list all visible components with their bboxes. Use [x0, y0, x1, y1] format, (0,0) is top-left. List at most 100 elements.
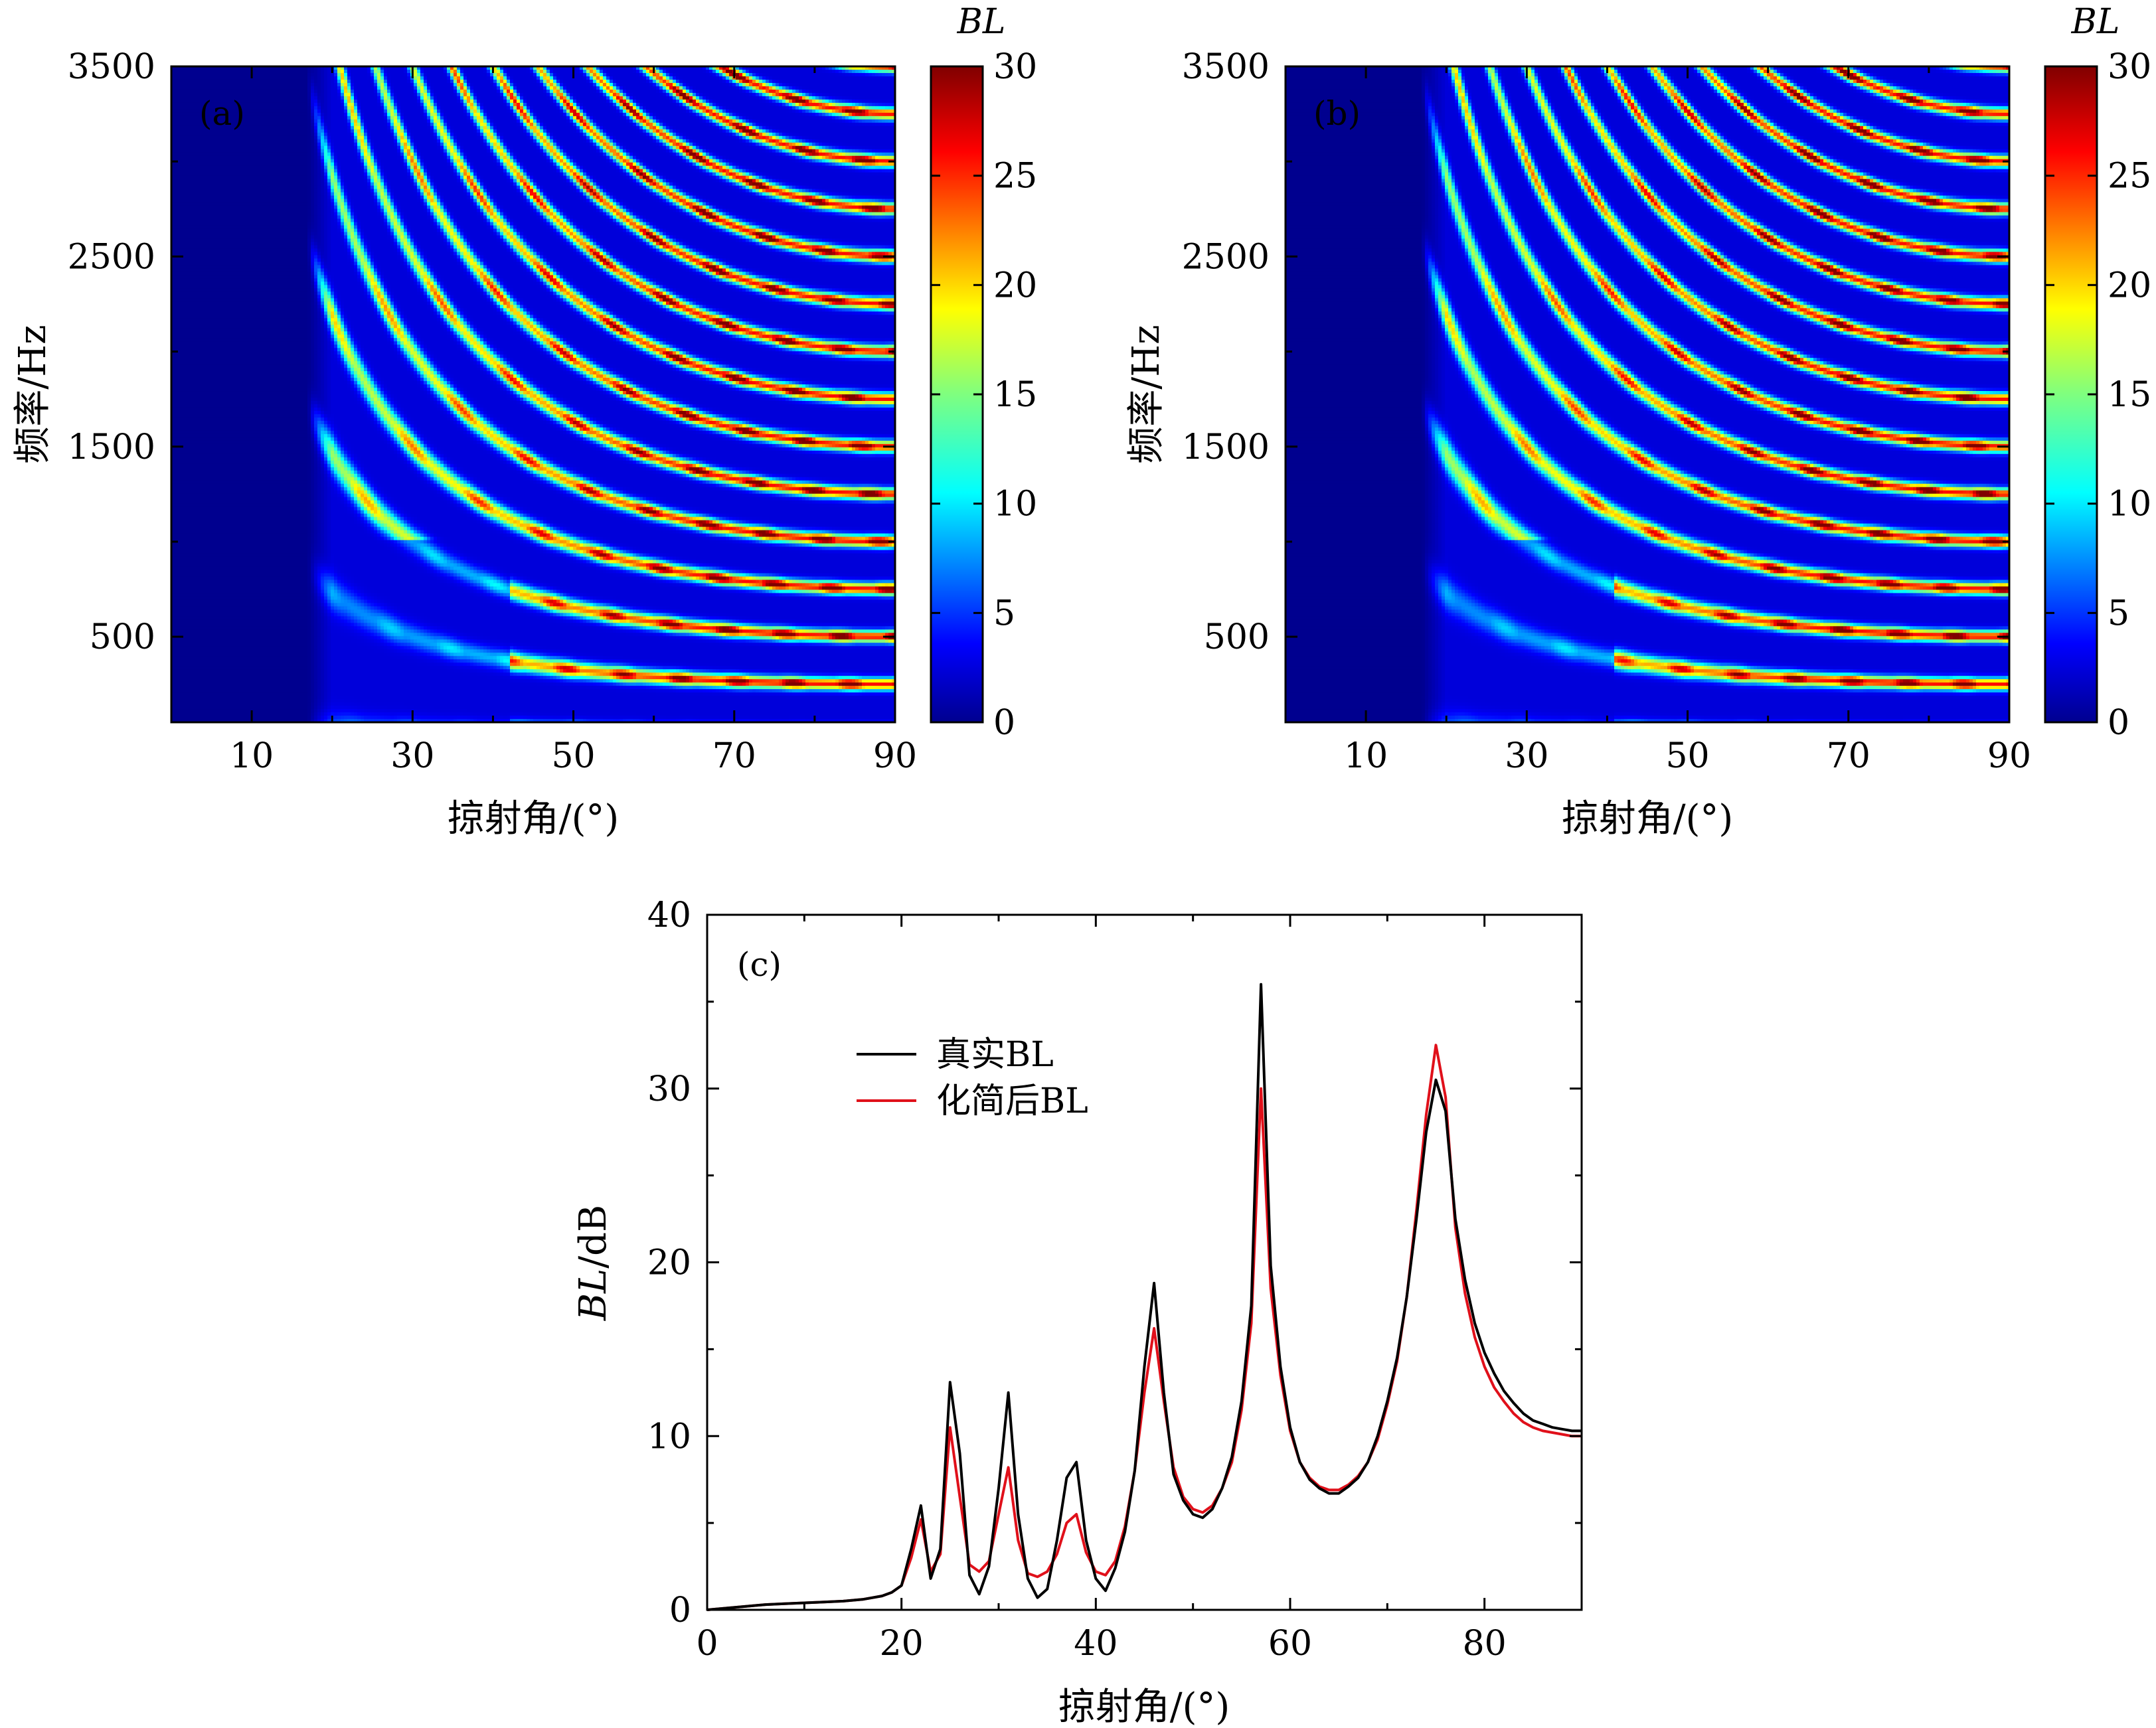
heatmap-cell [185, 517, 189, 521]
heatmap-cell [195, 484, 199, 488]
heatmap-cell [175, 692, 179, 696]
heatmap-cell [195, 566, 199, 570]
heatmap-cell [178, 73, 182, 77]
heatmap-cell [195, 149, 199, 153]
heatmap-cell [195, 219, 199, 223]
heatmap-cell [188, 143, 192, 147]
heatmap-cell [181, 325, 185, 329]
heatmap-cell [188, 103, 192, 107]
heatmap-cell [185, 275, 189, 279]
heatmap-cell [198, 639, 202, 643]
heatmap-cell [188, 83, 192, 87]
heatmap-cell [195, 599, 199, 603]
heatmap-cell [188, 219, 192, 223]
heatmap-cell [191, 626, 195, 630]
heatmap-cell [178, 166, 182, 170]
heatmap-cell [175, 401, 179, 405]
heatmap-cell [195, 242, 199, 246]
heatmap-cell [201, 301, 205, 305]
heatmap-cell [188, 507, 192, 511]
heatmap-cell [195, 338, 199, 342]
heatmap-cell [191, 80, 195, 84]
heatmap-cell [198, 156, 202, 160]
heatmap-cell [191, 335, 195, 339]
heatmap-cell [185, 262, 189, 266]
heatmap-cell [198, 295, 202, 299]
heatmap-cell [178, 80, 182, 84]
heatmap-cell [195, 388, 199, 392]
heatmap-cell [178, 331, 182, 335]
heatmap-cell [181, 491, 185, 495]
heatmap-cell [188, 550, 192, 554]
heatmap-cell [201, 179, 205, 183]
heatmap-cell [198, 659, 202, 663]
heatmap-cell [178, 305, 182, 309]
heatmap-cell [188, 576, 192, 580]
heatmap-cell [185, 682, 189, 686]
heatmap-cell [188, 76, 192, 80]
heatmap-cell [178, 295, 182, 299]
heatmap-cell [188, 146, 192, 150]
heatmap-cell [178, 477, 182, 481]
heatmap-cell [178, 129, 182, 133]
heatmap-cell [198, 226, 202, 230]
heatmap-cell [188, 268, 192, 272]
heatmap-cell [195, 461, 199, 465]
heatmap-cell [201, 183, 205, 187]
heatmap-cell [195, 262, 199, 266]
heatmap-cell [178, 268, 182, 272]
heatmap-cell [178, 418, 182, 422]
heatmap-cell [191, 311, 195, 315]
heatmap-cell [185, 689, 189, 693]
heatmap-cell [195, 550, 199, 554]
heatmap-cell [198, 265, 202, 269]
heatmap-cell [188, 384, 192, 388]
heatmap-cell [191, 295, 195, 299]
heatmap-cell [175, 186, 179, 190]
heatmap-cell [195, 557, 199, 561]
heatmap-cell [198, 494, 202, 498]
heatmap-cell [195, 291, 199, 295]
heatmap-cell [195, 712, 199, 716]
heatmap-cell [181, 212, 185, 216]
heatmap-cell [195, 321, 199, 325]
heatmap-cell [188, 209, 192, 213]
heatmap-cell [188, 633, 192, 637]
heatmap-cell [175, 560, 179, 564]
heatmap-cell [178, 682, 182, 686]
heatmap-cell [188, 454, 192, 458]
heatmap-cell [178, 663, 182, 667]
heatmap-cell [188, 328, 192, 332]
heatmap-cell [195, 248, 199, 252]
heatmap-cell [178, 146, 182, 150]
heatmap-cell [181, 441, 185, 445]
heatmap-cell [178, 199, 182, 203]
heatmap-cell [191, 291, 195, 295]
heatmap-cell [191, 418, 195, 422]
heatmap-cell [195, 560, 199, 564]
heatmap-cell [191, 527, 195, 531]
heatmap-cell [181, 712, 185, 716]
heatmap-cell [195, 169, 199, 173]
heatmap-cell [181, 706, 185, 710]
heatmap-cell [198, 235, 202, 239]
heatmap-cell [188, 414, 192, 418]
heatmap-cell [178, 398, 182, 402]
heatmap-cell [175, 596, 179, 600]
heatmap-cell [185, 338, 189, 342]
heatmap-cell [195, 153, 199, 157]
heatmap-cell [191, 580, 195, 584]
heatmap-cell [191, 643, 195, 647]
heatmap-cell [185, 391, 189, 395]
heatmap-cell [181, 623, 185, 627]
heatmap-cell [198, 268, 202, 272]
heatmap-cell [195, 514, 199, 518]
heatmap-cell [188, 348, 192, 352]
heatmap-cell [188, 616, 192, 620]
heatmap-cell [188, 173, 192, 177]
heatmap-cell [175, 504, 179, 508]
heatmap-cell [188, 358, 192, 362]
heatmap-cell [191, 345, 195, 349]
heatmap-cell [185, 712, 189, 716]
heatmap-cell [178, 451, 182, 455]
